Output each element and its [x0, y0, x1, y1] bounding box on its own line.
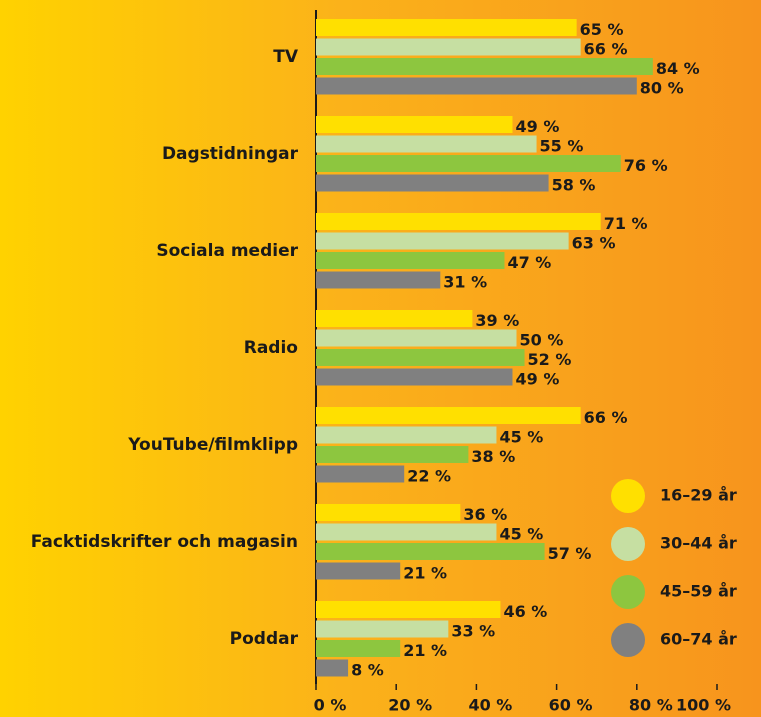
value-label: 45 % [499, 525, 543, 544]
value-label: 22 % [407, 467, 451, 486]
legend-swatch [611, 479, 645, 513]
bar [316, 174, 549, 192]
value-label: 66 % [584, 40, 628, 59]
value-label: 8 % [351, 661, 384, 680]
bar [316, 426, 497, 444]
category-label: Radio [244, 338, 298, 358]
legend-swatch [611, 527, 645, 561]
value-label: 71 % [604, 214, 648, 233]
value-label: 36 % [463, 505, 507, 524]
value-label: 57 % [548, 544, 592, 563]
bar [316, 465, 405, 483]
category-label: Sociala medier [156, 241, 298, 261]
bar [316, 640, 401, 657]
bar [316, 523, 497, 541]
value-label: 46 % [503, 602, 547, 621]
value-label: 63 % [572, 234, 616, 253]
category-label: TV [273, 47, 299, 67]
value-label: 21 % [403, 641, 447, 660]
bar [316, 601, 501, 618]
value-label: 47 % [507, 253, 551, 272]
category-label: Poddar [230, 629, 299, 649]
bar [316, 271, 441, 289]
x-tick-label: 40 % [468, 696, 512, 715]
bar [316, 38, 581, 56]
x-tick-label: 80 % [629, 696, 673, 715]
value-label: 49 % [515, 370, 559, 389]
bar [316, 504, 461, 521]
value-label: 45 % [499, 428, 543, 447]
legend-label: 16–29 år [660, 486, 737, 505]
legend-label: 30–44 år [660, 534, 737, 553]
bar [316, 77, 637, 95]
value-label: 33 % [451, 622, 495, 641]
legend-swatch [611, 623, 645, 657]
value-label: 55 % [540, 137, 584, 156]
value-label: 52 % [528, 350, 572, 369]
category-label: Dagstidningar [162, 144, 299, 164]
value-label: 66 % [584, 408, 628, 427]
value-label: 38 % [471, 447, 515, 466]
legend-label: 60–74 år [660, 630, 737, 649]
value-label: 50 % [520, 331, 564, 350]
bar [316, 213, 601, 230]
value-label: 49 % [515, 117, 559, 136]
x-tick-label: 20 % [388, 696, 432, 715]
category-label: YouTube/filmklipp [127, 435, 298, 455]
bar [316, 659, 349, 677]
bar [316, 19, 577, 36]
value-label: 65 % [580, 20, 624, 39]
bar [316, 252, 505, 269]
value-label: 39 % [475, 311, 519, 330]
value-label: 84 % [656, 59, 700, 78]
bar [316, 135, 537, 153]
bar [316, 155, 621, 172]
bar [316, 349, 525, 366]
bar [316, 620, 449, 638]
legend-swatch [611, 575, 645, 609]
bar [316, 446, 469, 463]
x-tick-label: 60 % [549, 696, 593, 715]
value-label: 58 % [552, 176, 596, 195]
legend-label: 45–59 år [660, 582, 737, 601]
x-tick-label: 0 % [314, 696, 347, 715]
bar [316, 58, 653, 75]
bar [316, 116, 513, 133]
bar [316, 368, 513, 386]
bar [316, 562, 401, 580]
x-tick-label: 100 % [676, 696, 731, 715]
bar [316, 232, 569, 250]
category-label: Facktidskrifter och magasin [31, 532, 298, 552]
value-label: 31 % [443, 273, 487, 292]
value-label: 80 % [640, 79, 684, 98]
value-label: 76 % [624, 156, 668, 175]
bar [316, 407, 581, 424]
value-label: 21 % [403, 564, 447, 583]
bar [316, 310, 473, 327]
bar [316, 329, 517, 347]
bar [316, 543, 545, 560]
